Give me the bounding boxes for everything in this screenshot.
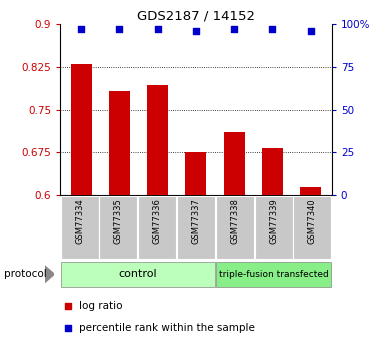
Title: GDS2187 / 14152: GDS2187 / 14152 xyxy=(137,10,255,23)
Point xyxy=(269,27,275,32)
Bar xyxy=(255,196,293,259)
Text: GSM77336: GSM77336 xyxy=(152,198,162,244)
Bar xyxy=(185,152,206,195)
Bar xyxy=(61,262,215,287)
Bar xyxy=(223,132,245,195)
Bar xyxy=(99,196,137,259)
Point xyxy=(65,303,71,308)
Bar xyxy=(71,64,92,195)
Bar xyxy=(293,196,331,259)
Text: log ratio: log ratio xyxy=(79,300,123,310)
Point xyxy=(193,28,199,34)
Text: percentile rank within the sample: percentile rank within the sample xyxy=(79,323,255,333)
Text: GSM77337: GSM77337 xyxy=(191,198,201,244)
Text: GSM77338: GSM77338 xyxy=(230,198,239,244)
Point xyxy=(231,27,237,32)
Polygon shape xyxy=(45,266,54,283)
Text: control: control xyxy=(118,269,157,279)
Bar xyxy=(61,196,99,259)
Bar xyxy=(177,196,215,259)
Bar xyxy=(138,196,176,259)
Point xyxy=(65,325,71,330)
Bar xyxy=(300,187,321,195)
Text: triple-fusion transfected: triple-fusion transfected xyxy=(219,270,328,279)
Text: GSM77339: GSM77339 xyxy=(269,198,278,244)
Text: protocol: protocol xyxy=(4,269,47,279)
Point xyxy=(154,27,161,32)
Bar xyxy=(216,262,331,287)
Point xyxy=(78,27,84,32)
Bar xyxy=(109,91,130,195)
Text: GSM77335: GSM77335 xyxy=(114,198,123,244)
Point xyxy=(116,27,123,32)
Bar xyxy=(147,85,168,195)
Text: GSM77334: GSM77334 xyxy=(75,198,84,244)
Point xyxy=(308,28,314,34)
Bar xyxy=(216,196,254,259)
Text: GSM77340: GSM77340 xyxy=(308,198,317,244)
Bar xyxy=(262,148,283,195)
